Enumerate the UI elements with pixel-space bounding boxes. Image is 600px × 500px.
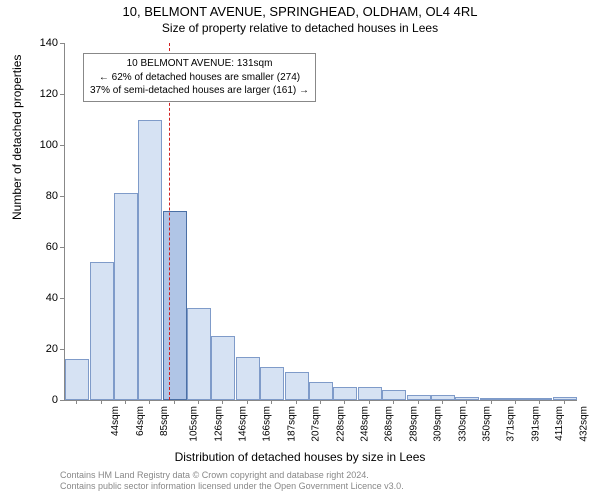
histogram-bar [504, 398, 528, 400]
histogram-bar [285, 372, 309, 400]
histogram-bar [65, 359, 89, 400]
annotation-box: 10 BELMONT AVENUE: 131sqm ← 62% of detac… [83, 53, 316, 102]
x-tick-mark [491, 400, 492, 404]
x-tick-mark [418, 400, 419, 404]
x-tick-label: 228sqm [335, 406, 346, 442]
histogram-bar [407, 395, 431, 400]
y-tick-label: 0 [28, 394, 58, 406]
x-tick-label: 207sqm [311, 406, 322, 442]
annotation-line-3: 37% of semi-detached houses are larger (… [90, 84, 309, 98]
x-tick-mark [149, 400, 150, 404]
x-tick-mark [393, 400, 394, 404]
x-tick-mark [125, 400, 126, 404]
x-tick-mark [344, 400, 345, 404]
chart-subtitle: Size of property relative to detached ho… [0, 21, 600, 35]
histogram-bar [114, 193, 138, 400]
x-tick-mark [466, 400, 467, 404]
histogram-bar [553, 397, 577, 400]
histogram-bar [358, 387, 382, 400]
y-tick-label: 40 [28, 292, 58, 304]
x-tick-label: 166sqm [262, 406, 273, 442]
x-tick-mark [101, 400, 102, 404]
x-tick-mark [198, 400, 199, 404]
histogram-bar [480, 398, 504, 400]
histogram-bar [187, 308, 211, 400]
x-tick-mark [271, 400, 272, 404]
histogram-bar [138, 120, 162, 401]
x-tick-label: 432sqm [579, 406, 590, 442]
x-tick-mark [247, 400, 248, 404]
x-tick-label: 85sqm [159, 406, 170, 436]
x-tick-label: 248sqm [360, 406, 371, 442]
x-tick-mark [539, 400, 540, 404]
chart-container: 10, BELMONT AVENUE, SPRINGHEAD, OLDHAM, … [0, 0, 600, 500]
x-tick-label: 411sqm [554, 406, 565, 441]
y-tick-label: 100 [28, 139, 58, 151]
histogram-bar [236, 357, 260, 400]
histogram-bar [211, 336, 235, 400]
annotation-line-1: 10 BELMONT AVENUE: 131sqm [90, 57, 309, 71]
x-tick-mark [222, 400, 223, 404]
x-tick-label: 105sqm [189, 406, 200, 442]
chart-title: 10, BELMONT AVENUE, SPRINGHEAD, OLDHAM, … [0, 4, 600, 19]
annotation-line-2: ← 62% of detached houses are smaller (27… [90, 71, 309, 85]
x-tick-label: 44sqm [110, 406, 121, 436]
histogram-bar [163, 211, 187, 400]
x-tick-mark [369, 400, 370, 404]
y-tick-label: 60 [28, 241, 58, 253]
histogram-bar [382, 390, 406, 400]
y-tick-label: 140 [28, 37, 58, 49]
y-axis-label: Number of detached properties [10, 55, 24, 220]
x-tick-label: 330sqm [457, 406, 468, 442]
credit-text: Contains HM Land Registry data © Crown c… [60, 470, 404, 492]
histogram-bar [431, 395, 455, 400]
x-tick-mark [174, 400, 175, 404]
x-tick-mark [296, 400, 297, 404]
x-tick-label: 268sqm [384, 406, 395, 442]
x-tick-label: 126sqm [213, 406, 224, 442]
x-tick-label: 64sqm [135, 406, 146, 436]
histogram-bar [333, 387, 357, 400]
histogram-bar [528, 398, 552, 400]
histogram-bar [309, 382, 333, 400]
y-tick-label: 20 [28, 343, 58, 355]
histogram-bar [455, 397, 479, 400]
histogram-bar [260, 367, 284, 400]
credit-line-1: Contains HM Land Registry data © Crown c… [60, 470, 404, 481]
credit-line-2: Contains public sector information licen… [60, 481, 404, 492]
x-axis-label: Distribution of detached houses by size … [0, 450, 600, 464]
y-tick-label: 80 [28, 190, 58, 202]
x-tick-mark [564, 400, 565, 404]
x-tick-mark [515, 400, 516, 404]
histogram-bar [90, 262, 114, 400]
x-tick-label: 350sqm [481, 406, 492, 442]
x-tick-label: 391sqm [530, 406, 541, 442]
x-tick-label: 187sqm [286, 406, 297, 442]
x-tick-label: 371sqm [506, 406, 517, 442]
plot-area: 10 BELMONT AVENUE: 131sqm ← 62% of detac… [64, 43, 577, 401]
x-tick-mark [76, 400, 77, 404]
x-tick-mark [320, 400, 321, 404]
x-tick-label: 289sqm [408, 406, 419, 442]
y-tick-label: 120 [28, 88, 58, 100]
x-tick-label: 146sqm [238, 406, 249, 442]
x-tick-label: 309sqm [433, 406, 444, 442]
x-tick-mark [442, 400, 443, 404]
